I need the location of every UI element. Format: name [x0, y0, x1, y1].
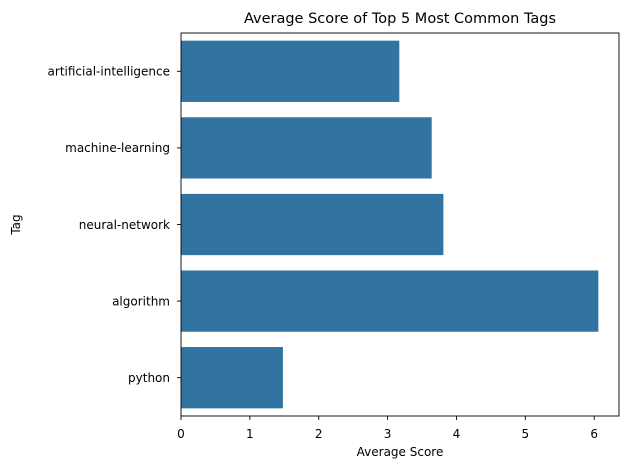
bars-group: [181, 40, 599, 409]
y-tick-label-algorithm: algorithm: [112, 294, 170, 308]
bar-artificial-intelligence: [181, 40, 400, 102]
x-tick-label-3: 3: [384, 427, 392, 441]
x-tick-label-6: 6: [590, 427, 598, 441]
x-tick-label-4: 4: [453, 427, 461, 441]
y-tick-label-artificial-intelligence: artificial-intelligence: [48, 65, 170, 79]
x-tick-label-1: 1: [246, 427, 254, 441]
y-tick-label-python: python: [128, 371, 170, 385]
y-tick-label-machine-learning: machine-learning: [65, 141, 170, 155]
x-tick-label-0: 0: [177, 427, 185, 441]
ticks-group: artificial-intelligence machine-learning n…: [48, 65, 598, 441]
x-tick-label-5: 5: [522, 427, 530, 441]
x-tick-label-2: 2: [315, 427, 323, 441]
chart-title: Average Score of Top 5 Most Common Tags: [244, 11, 556, 27]
bar-algorithm: [181, 270, 599, 332]
bar-python: [181, 347, 283, 409]
bar-machine-learning: [181, 117, 432, 179]
bar-neural-network: [181, 193, 444, 256]
y-axis-label: Tag: [9, 214, 23, 235]
y-tick-label-neural-network: neural-network: [79, 218, 170, 232]
x-axis-label: Average Score: [357, 445, 444, 459]
